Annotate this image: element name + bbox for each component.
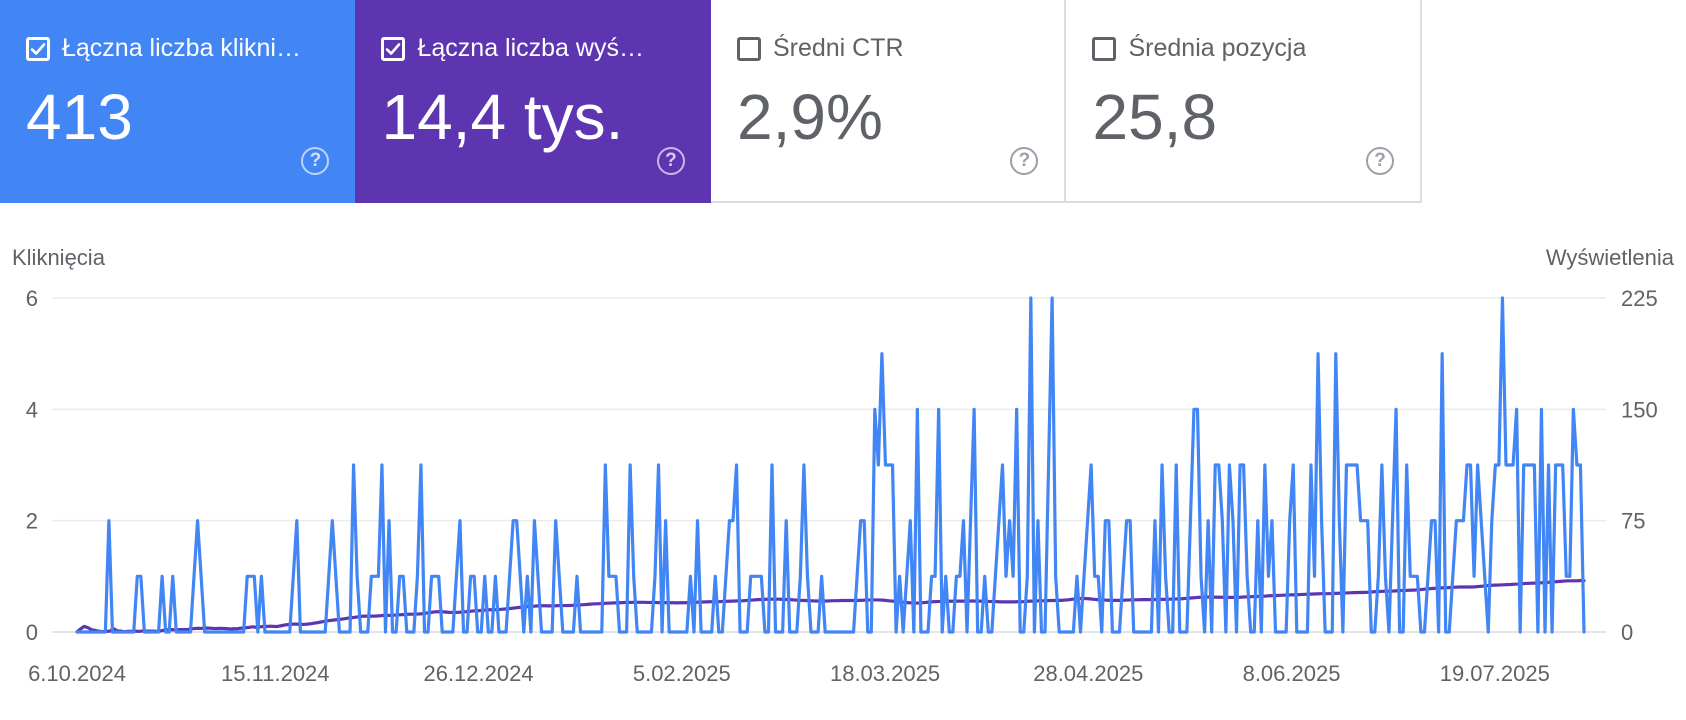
metric-card-header: Łączna liczba kliknięć (26, 34, 302, 63)
help-icon[interactable]: ? (1010, 147, 1039, 175)
metric-label-ctr: Średni CTR (772, 34, 904, 62)
metric-card-ctr[interactable]: Średni CTR 2,9% ? (710, 0, 1067, 203)
metric-label-position: Średnia pozycja (1128, 34, 1307, 62)
checkbox-unchecked-icon[interactable] (736, 36, 761, 61)
metric-value-position: 25,8 (1092, 81, 1218, 153)
y-right-tick-label: 75 (1621, 509, 1645, 534)
x-tick-label: 18.03.2025 (830, 661, 940, 686)
performance-chart[interactable]: Kliknięcia Wyświetlenia 0 2 4 6 0 75 150 225 6… (0, 235, 1686, 705)
x-tick-label: 5.02.2025 (633, 661, 731, 686)
y-left-tick-label: 4 (26, 397, 38, 422)
help-icon[interactable]: ? (656, 147, 685, 175)
checkbox-checked-icon[interactable] (26, 36, 50, 61)
grid-lines (52, 297, 1606, 633)
metric-value-clicks: 413 (26, 81, 133, 153)
help-icon[interactable]: ? (1366, 147, 1394, 175)
y-left-tick-label: 2 (26, 509, 38, 534)
checkbox-unchecked-icon[interactable] (1092, 36, 1117, 61)
y-right-tick-label: 150 (1621, 397, 1658, 422)
x-tick-label: 15.11.2024 (221, 661, 329, 686)
y-right-axis-label: Wyświetlenia (1546, 245, 1675, 270)
x-tick-label: 6.10.2024 (28, 661, 126, 686)
metric-card-header: Średni CTR (736, 34, 904, 63)
help-icon[interactable]: ? (301, 147, 330, 175)
y-left-axis-label: Kliknięcia (12, 245, 106, 270)
y-right-tick-label: 225 (1621, 286, 1658, 311)
metric-card-header: Łączna liczba wyświetleń (381, 34, 657, 63)
y-left-tick-label: 0 (26, 620, 38, 645)
metric-card-clicks[interactable]: Łączna liczba kliknięć 413 ? (0, 0, 356, 203)
y-right-tick-labels: 0 75 150 225 (1621, 286, 1658, 645)
clicks-series-line (75, 296, 1586, 634)
metric-value-impressions: 14,4 tys. (381, 81, 624, 153)
checkbox-checked-icon[interactable] (381, 36, 406, 61)
series-lines (75, 296, 1586, 634)
y-left-tick-label: 6 (26, 286, 38, 311)
x-tick-labels: 6.10.2024 15.11.2024 26.12.2024 5.02.2025 18… (28, 661, 1550, 686)
metric-card-position[interactable]: Średnia pozycja 25,8 ? (1066, 0, 1422, 203)
metric-card-impressions[interactable]: Łączna liczba wyświetleń 14,4 tys. ? (355, 0, 711, 203)
x-tick-label: 8.06.2025 (1243, 661, 1341, 686)
metric-label-clicks: Łączna liczba kliknięć (62, 34, 302, 62)
x-tick-label: 28.04.2025 (1033, 661, 1143, 686)
metric-label-impressions: Łączna liczba wyświetleń (417, 34, 657, 62)
metric-card-header: Średnia pozycja (1092, 34, 1306, 63)
y-right-tick-label: 0 (1621, 620, 1633, 645)
y-left-tick-labels: 0 2 4 6 (26, 286, 38, 645)
x-tick-label: 26.12.2024 (423, 661, 533, 686)
x-tick-label: 19.07.2025 (1440, 661, 1550, 686)
metric-cards: Łączna liczba kliknięć 413 ? Łączna licz… (0, 0, 1422, 203)
impressions-series-line (75, 579, 1586, 634)
metric-value-ctr: 2,9% (736, 81, 883, 153)
